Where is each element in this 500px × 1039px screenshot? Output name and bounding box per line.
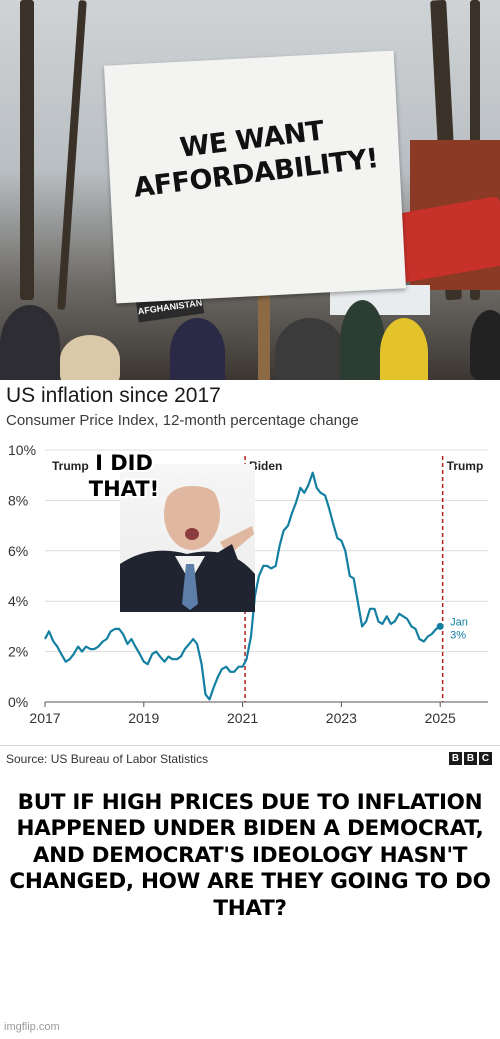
protest-sign: WE WANT AFFORDABILITY! [103,50,407,304]
endpoint-marker [436,622,444,630]
tree-trunk [57,0,87,310]
source-bar: Source: US Bureau of Labor Statistics B … [0,745,500,771]
x-tick-label: 2021 [227,710,258,726]
x-tick-label: 2017 [29,710,60,726]
bottom-caption: BUT IF HIGH PRICES DUE TO INFLATION HAPP… [9,790,491,921]
chart-subtitle: Consumer Price Index, 12-month percentag… [6,412,359,429]
logo-letter: C [479,752,492,765]
watermark: imgflip.com [4,1021,60,1033]
inflation-chart-panel: US inflation since 2017 Consumer Price I… [0,380,500,770]
y-tick-label: 10% [8,442,36,458]
y-tick-label: 6% [8,543,28,559]
protester [380,318,428,380]
y-tick-label: 2% [8,644,28,660]
x-tick-label: 2023 [326,710,357,726]
chart-title: US inflation since 2017 [6,384,221,407]
y-tick-label: 0% [8,694,28,710]
protester [170,318,225,380]
logo-letter: B [449,752,462,765]
tree-trunk [20,0,34,300]
source-text: Source: US Bureau of Labor Statistics [6,752,209,766]
endpoint-label: Jan [450,616,468,628]
bottom-caption-panel: BUT IF HIGH PRICES DUE TO INFLATION HAPP… [0,770,500,1039]
protester [60,335,120,380]
x-tick-label: 2019 [128,710,159,726]
y-tick-label: 4% [8,593,28,609]
protest-photo: AFGHANISTAN WE WANT AFFORDABILITY! [0,0,500,380]
protester [470,310,500,380]
sign-pole [258,290,270,380]
protester [340,300,385,380]
politician-illustration [120,473,255,612]
protester [0,305,60,380]
politician-photo [120,464,255,612]
annotation-label: Trump [52,459,89,473]
annotation-label: Biden [249,459,282,473]
logo-letter: B [464,752,477,765]
annotation-label: Trump [447,459,484,473]
inflation-line [44,471,441,701]
endpoint-value: 3% [450,629,466,641]
meme-caption: I DID THAT! [88,451,160,502]
protester [275,318,345,380]
x-tick-label: 2025 [425,710,456,726]
y-tick-label: 8% [8,492,28,508]
bbc-logo: B B C [449,752,492,765]
sign-text: WE WANT AFFORDABILITY! [131,115,380,204]
